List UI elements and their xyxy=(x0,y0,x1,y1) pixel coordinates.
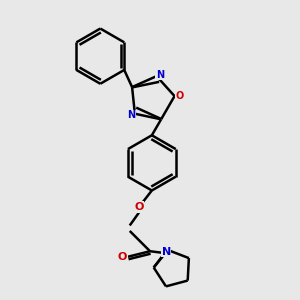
Text: N: N xyxy=(156,70,164,80)
Text: N: N xyxy=(127,110,135,120)
Text: O: O xyxy=(175,91,183,101)
Text: O: O xyxy=(118,252,127,262)
Text: N: N xyxy=(162,247,171,256)
Text: O: O xyxy=(134,202,144,212)
